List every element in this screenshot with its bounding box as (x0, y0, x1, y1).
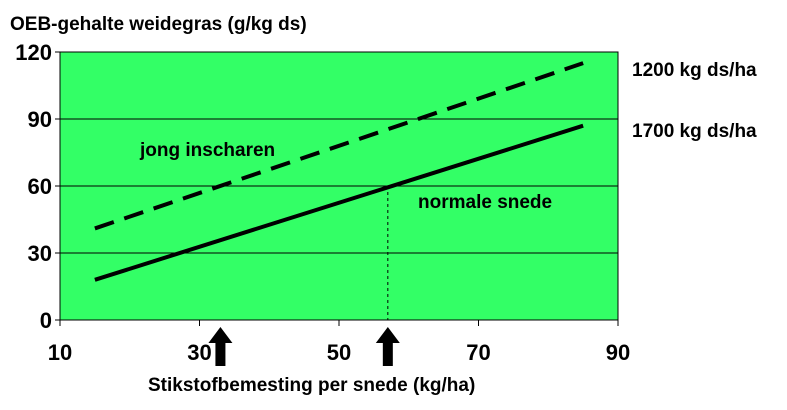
y-tick-label: 0 (40, 308, 52, 333)
series-label-jong-inscharen: jong inscharen (139, 140, 275, 161)
y-tick-label: 90 (28, 107, 52, 132)
y-axis-ticks: 0 30 60 90 120 (15, 40, 60, 333)
y-axis-title: OEB-gehalte weidegras (g/kg ds) (10, 14, 307, 35)
x-axis-ticks: 10 30 50 70 90 (48, 320, 630, 365)
series-line-2 (94, 123, 584, 282)
y-tick-label: 30 (28, 241, 52, 266)
series-label-normale-snede: normale snede (418, 192, 552, 213)
legend-1200: 1200 kg ds/ha (632, 60, 757, 81)
arrow-markers (208, 327, 400, 366)
x-tick-label: 70 (466, 340, 490, 365)
x-tick-label: 90 (606, 340, 630, 365)
grid-lines (60, 118, 618, 254)
y-tick-label: 60 (28, 174, 52, 199)
y-tick-label: 120 (15, 40, 52, 65)
x-tick-label: 10 (48, 340, 72, 365)
x-axis-title: Stikstofbemesting per snede (kg/ha) (148, 375, 475, 396)
x-tick-label: 50 (327, 340, 351, 365)
x-tick-label: 30 (187, 340, 211, 365)
up-arrow-icon (208, 327, 233, 366)
series-lines (94, 61, 584, 282)
series-line-1 (94, 61, 584, 231)
legend-1700: 1700 kg ds/ha (632, 121, 757, 142)
up-arrow-icon (375, 327, 400, 366)
